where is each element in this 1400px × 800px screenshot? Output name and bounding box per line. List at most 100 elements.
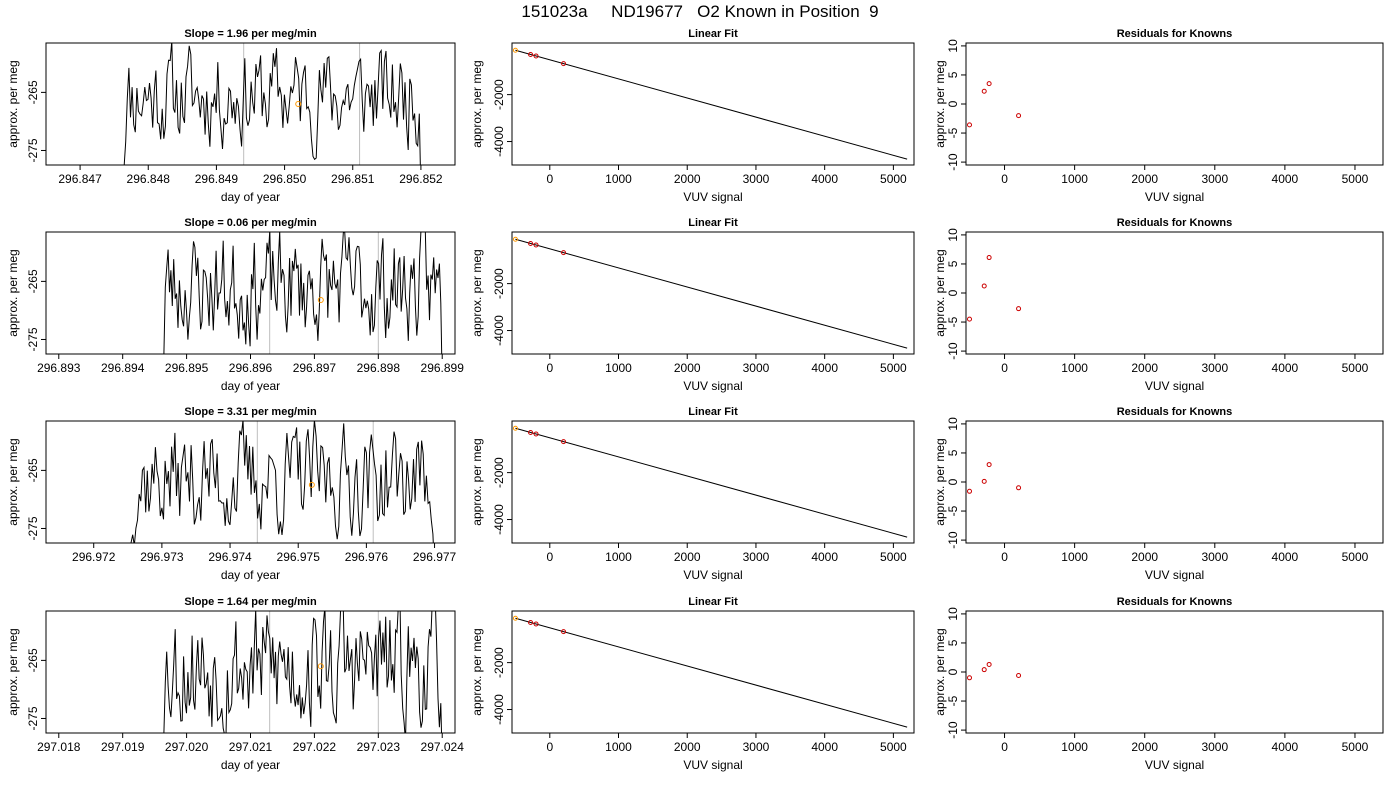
residuals-3-y-tick-label: 10: [946, 417, 960, 431]
timeseries-1-title: Slope = 1.96 per meg/min: [184, 28, 317, 40]
residuals-3-x-axis-label: VUV signal: [1145, 568, 1204, 582]
residuals-1-x-tick-label: 2000: [1131, 172, 1158, 186]
residuals-3-residual-point: [986, 462, 992, 468]
residuals-1-x-axis-label: VUV signal: [1145, 190, 1204, 204]
residuals-1-y-tick-label: 0: [946, 100, 960, 107]
timeseries-1-known-point: [295, 101, 302, 107]
linear-fit-3-x-tick-label: 4000: [811, 550, 838, 564]
residuals-2-x-tick-label: 4000: [1272, 361, 1299, 375]
timeseries-2-y-axis-label: approx. per meg: [6, 249, 20, 336]
residuals-2-residual-point: [967, 316, 973, 322]
linear-fit-3-x-tick-label: 0: [546, 550, 553, 564]
timeseries-1-y-tick-label: -275: [26, 138, 40, 162]
residuals-3-residual-point: [981, 478, 987, 484]
residuals-3-y-tick-label: -5: [946, 505, 960, 516]
linear-fit-3-x-axis-label: VUV signal: [683, 568, 742, 582]
residuals-2-y-tick-label: 10: [946, 228, 960, 242]
timeseries-1-x-tick-label: 296.847: [58, 172, 102, 186]
residuals-4-y-tick-label: 5: [946, 639, 960, 646]
linear-fit-3-x-tick-label: 3000: [743, 550, 770, 564]
linear-fit-4-x-tick-label: 3000: [743, 740, 770, 754]
timeseries-4-x-tick-label: 297.018: [37, 740, 81, 754]
residuals-1-x-tick-label: 3000: [1201, 172, 1228, 186]
residuals-3-x-tick-label: 2000: [1131, 550, 1158, 564]
linear-fit-3-title: Linear Fit: [688, 406, 738, 418]
timeseries-2-x-tick-label: 296.895: [165, 361, 209, 375]
linear-fit-4-x-tick-label: 5000: [880, 740, 907, 754]
timeseries-2-y-tick-label: -265: [26, 269, 40, 293]
linear-fit-1-y-tick-label: -4000: [492, 126, 506, 157]
linear-fit-1-data-point: [528, 51, 534, 57]
timeseries-3-x-tick-label: 296.977: [413, 550, 457, 564]
residuals-2-residual-point: [986, 255, 992, 261]
linear-fit-2-x-tick-label: 0: [546, 361, 553, 375]
residuals-4-plot-frame: [965, 610, 1384, 734]
residuals-4-x-tick-label: 1000: [1061, 740, 1088, 754]
linear-fit-4-data-point: [533, 621, 539, 627]
residuals-3-y-tick-label: 5: [946, 449, 960, 456]
linear-fit-4-y-tick-label: -2000: [492, 647, 506, 678]
linear-fit-1-x-tick-label: 0: [546, 172, 553, 186]
linear-fit-1-fit-line: [515, 49, 908, 160]
timeseries-3-x-tick-label: 296.973: [140, 550, 184, 564]
linear-fit-2-x-tick-label: 2000: [674, 361, 701, 375]
timeseries-2-x-tick-label: 296.893: [37, 361, 81, 375]
residuals-4-residual-point: [986, 661, 992, 667]
residuals-3-y-tick-label: -10: [946, 531, 960, 549]
timeseries-4-title: Slope = 1.64 per meg/min: [184, 596, 317, 608]
timeseries-1-x-tick-label: 296.850: [263, 172, 307, 186]
residuals-1-panel: 0 1000 2000 3000 4000 5000 10 5 0 -5 -10 Residuals …: [933, 28, 1384, 204]
timeseries-3-y-tick-label: -265: [26, 458, 40, 482]
linear-fit-4-x-tick-label: 0: [546, 740, 553, 754]
residuals-2-plot-frame: [965, 231, 1384, 355]
residuals-1-y-tick-label: 10: [946, 39, 960, 53]
linear-fit-2-y-axis-label: approx. per meg: [470, 249, 484, 336]
residuals-1-residual-point: [967, 122, 973, 128]
timeseries-1-x-tick-label: 296.849: [195, 172, 239, 186]
residuals-1-plot-frame: [965, 42, 1384, 166]
residuals-4-y-tick-label: -5: [946, 695, 960, 706]
timeseries-3-panel: 296.972 296.973 296.974 296.975 296.976 296.9…: [6, 406, 457, 582]
residuals-1-x-tick-label: 5000: [1342, 172, 1369, 186]
linear-fit-1-x-tick-label: 1000: [605, 172, 632, 186]
residuals-1-y-axis-label: approx. per meg: [933, 60, 947, 147]
linear-fit-4-data-point: [528, 619, 534, 625]
residuals-3-y-axis-label: approx. per meg: [933, 438, 947, 525]
timeseries-2-x-tick-label: 296.898: [357, 361, 401, 375]
residuals-3-panel: 0 1000 2000 3000 4000 5000 10 5 0 -5 -10 Residuals …: [933, 406, 1384, 582]
timeseries-4-known-point: [317, 663, 324, 670]
residuals-2-title: Residuals for Knowns: [1117, 217, 1233, 229]
residuals-2-panel: 0 1000 2000 3000 4000 5000 10 5 0 -5 -10 Residuals …: [933, 217, 1384, 393]
timeseries-2-x-tick-label: 296.897: [293, 361, 337, 375]
linear-fit-2-x-axis-label: VUV signal: [683, 379, 742, 393]
linear-fit-4-x-tick-label: 2000: [674, 740, 701, 754]
residuals-2-y-tick-label: -10: [946, 342, 960, 360]
residuals-3-x-tick-label: 3000: [1201, 550, 1228, 564]
linear-fit-2-data-point: [528, 240, 534, 246]
linear-fit-4-title: Linear Fit: [688, 596, 738, 608]
timeseries-3-plot-frame: [45, 420, 456, 544]
linear-fit-3-data-point: [561, 439, 567, 445]
linear-fit-1-y-tick-label: -2000: [492, 79, 506, 110]
residuals-3-x-tick-label: 4000: [1272, 550, 1299, 564]
linear-fit-1-known-point: [512, 47, 518, 53]
timeseries-3-x-tick-label: 296.975: [277, 550, 321, 564]
linear-fit-2-plot-frame: [511, 231, 915, 355]
figure-title: 151023a ND19677 O2 Known in Position 9: [521, 2, 879, 21]
residuals-4-residual-point: [981, 667, 987, 673]
timeseries-2-signal-line: [163, 232, 443, 354]
linear-fit-3-y-tick-label: -4000: [492, 504, 506, 535]
linear-fit-1-data-point: [533, 53, 539, 59]
linear-fit-3-y-axis-label: approx. per meg: [470, 438, 484, 525]
linear-fit-4-x-tick-label: 4000: [811, 740, 838, 754]
timeseries-4-x-tick-label: 297.021: [229, 740, 273, 754]
linear-fit-3-data-point: [528, 429, 534, 435]
linear-fit-2-x-tick-label: 5000: [880, 361, 907, 375]
linear-fit-4-y-axis-label: approx. per meg: [470, 628, 484, 715]
residuals-2-y-tick-label: -5: [946, 316, 960, 327]
residuals-4-panel: 0 1000 2000 3000 4000 5000 10 5 0 -5 -10 Residuals …: [933, 596, 1384, 772]
linear-fit-4-y-tick-label: -4000: [492, 694, 506, 725]
linear-fit-1-x-tick-label: 2000: [674, 172, 701, 186]
timeseries-3-signal-line: [130, 421, 434, 543]
residuals-2-y-tick-label: 5: [946, 260, 960, 267]
